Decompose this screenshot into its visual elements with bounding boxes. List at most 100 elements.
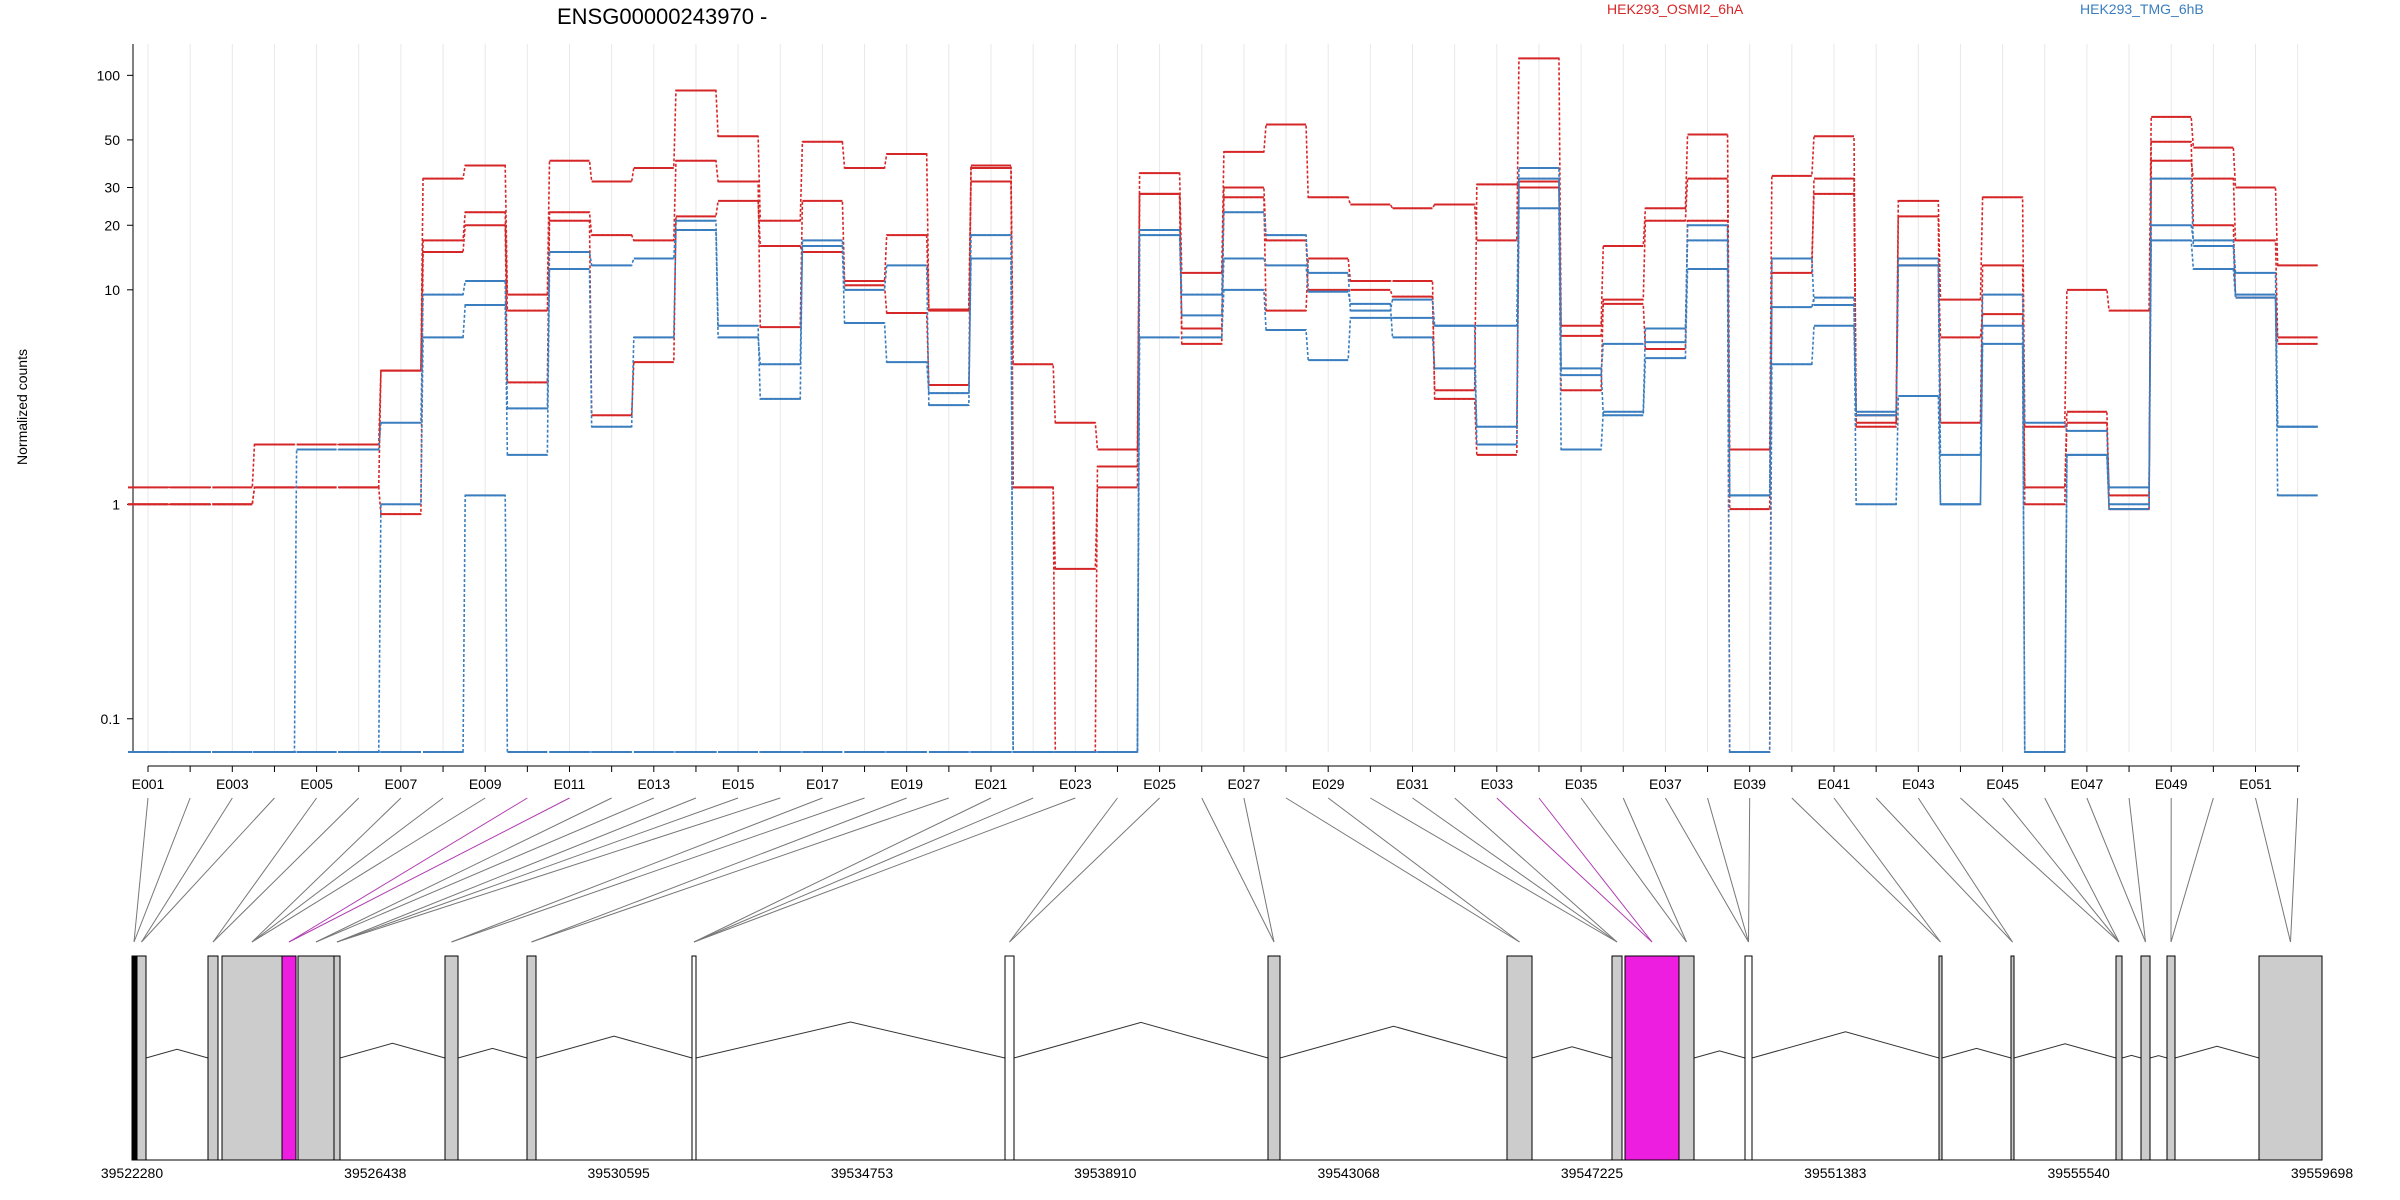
x-tick-label: E051 (2239, 776, 2272, 792)
connector-line (288, 797, 570, 943)
series-line-2 (128, 159, 2318, 753)
connector-line (1327, 797, 1520, 943)
connector-line (251, 797, 486, 943)
connector-line (315, 797, 654, 943)
connector-line (693, 797, 1034, 943)
exon-box (1744, 955, 1753, 1161)
connector-line (1009, 797, 1160, 943)
exon-box (2258, 955, 2323, 1161)
x-tick-label: E039 (1733, 776, 1766, 792)
legend-entry-tmg: HEK293_TMG_6hB (2080, 1, 2204, 17)
series-line-4 (128, 167, 2318, 753)
connector-line (531, 797, 950, 943)
genomic-coordinates: 39522280 39526438 39530595 39534753 39538910… (101, 1165, 2354, 1181)
intron-line (1693, 1050, 1746, 1059)
x-tick-label: E013 (637, 776, 670, 792)
series-line-1 (128, 57, 2318, 489)
intron-line (2013, 1043, 2117, 1059)
connector-line (336, 797, 739, 943)
y-axis-label: Normalized counts (14, 349, 30, 465)
connector-line (2255, 797, 2291, 943)
connector-line (251, 797, 444, 943)
exon-box (1267, 955, 1281, 1161)
x-tick-label: E035 (1565, 776, 1598, 792)
connector-line (2086, 797, 2146, 943)
coordinate-label: 39559698 (2291, 1165, 2354, 1181)
connector-line (2290, 797, 2299, 943)
connector-line (1009, 797, 1118, 943)
connector-line (1538, 797, 1653, 943)
x-tick-label: E005 (300, 776, 333, 792)
connector-line (133, 797, 149, 943)
connector-line (1496, 797, 1653, 943)
y-tick-label: 50 (104, 132, 120, 148)
exon-box (131, 955, 137, 1161)
coordinate-label: 39530595 (588, 1165, 651, 1181)
vertical-grid (147, 44, 2299, 752)
connector-line (315, 797, 612, 943)
exon-box (1624, 955, 1680, 1161)
intron-line (1279, 1025, 1508, 1059)
exon-connectors (133, 797, 2299, 943)
x-tick-label: E031 (1396, 776, 1429, 792)
connector-line (1454, 797, 1618, 943)
x-tick-label: E003 (216, 776, 249, 792)
intron-line (1751, 1031, 1940, 1059)
connector-line (693, 797, 992, 943)
connector-line (2002, 797, 2120, 943)
x-ticks: E001 E003 E005 E007 E009 E011 E013 E015 E017 E019… (132, 766, 2299, 792)
coordinate-label: 39551383 (1804, 1165, 1867, 1181)
coordinate-label: 39526438 (344, 1165, 407, 1181)
coordinate-label: 39555540 (2048, 1165, 2111, 1181)
connector-line (212, 797, 318, 943)
x-tick-label: E017 (806, 776, 839, 792)
y-tick-label: 100 (97, 67, 121, 83)
connector-line (1664, 797, 1749, 943)
exon-box (2115, 955, 2123, 1161)
connector-line (531, 797, 907, 943)
connector-line (451, 797, 823, 943)
x-tick-label: E045 (1986, 776, 2019, 792)
x-tick-label: E037 (1649, 776, 1682, 792)
connector-line (141, 797, 275, 943)
connector-line (133, 797, 191, 943)
exon-box (444, 955, 459, 1161)
exon-box (691, 955, 697, 1161)
connector-line (251, 797, 402, 943)
coordinate-label: 39547225 (1561, 1165, 1624, 1181)
series-line-5 (128, 177, 2318, 753)
connector-line (1622, 797, 1687, 943)
exon-box (281, 955, 297, 1161)
x-tick-label: E043 (1902, 776, 1935, 792)
x-tick-label: E021 (975, 776, 1008, 792)
connector-line (1833, 797, 1941, 943)
gene-model (131, 955, 2323, 1161)
coordinate-label: 39522280 (101, 1165, 164, 1181)
exon-box (1938, 955, 1943, 1161)
x-tick-label: E029 (1312, 776, 1345, 792)
connector-line (693, 797, 1076, 943)
connector-line (1960, 797, 2120, 943)
exon-box (136, 955, 147, 1161)
coordinate-label: 39534753 (831, 1165, 894, 1181)
exon-box (1678, 955, 1695, 1161)
connector-line (336, 797, 781, 943)
connector-line (1285, 797, 1520, 943)
connector-line (1707, 797, 1749, 943)
connector-line (336, 797, 697, 943)
connector-line (1370, 797, 1618, 943)
x-tick-label: E033 (1480, 776, 1513, 792)
y-tick-label: 20 (104, 217, 120, 233)
intron-line (1941, 1047, 2012, 1059)
y-tick-label: 0.1 (101, 711, 121, 727)
exon-box (333, 955, 341, 1161)
intron-line (2174, 1045, 2260, 1059)
y-tick-label: 1 (112, 496, 120, 512)
exon-box (297, 955, 335, 1161)
connector-line (1580, 797, 1687, 943)
y-tick-label: 30 (104, 179, 120, 195)
x-tick-label: E001 (132, 776, 165, 792)
connector-line (1917, 797, 2013, 943)
exon-box (526, 955, 537, 1161)
